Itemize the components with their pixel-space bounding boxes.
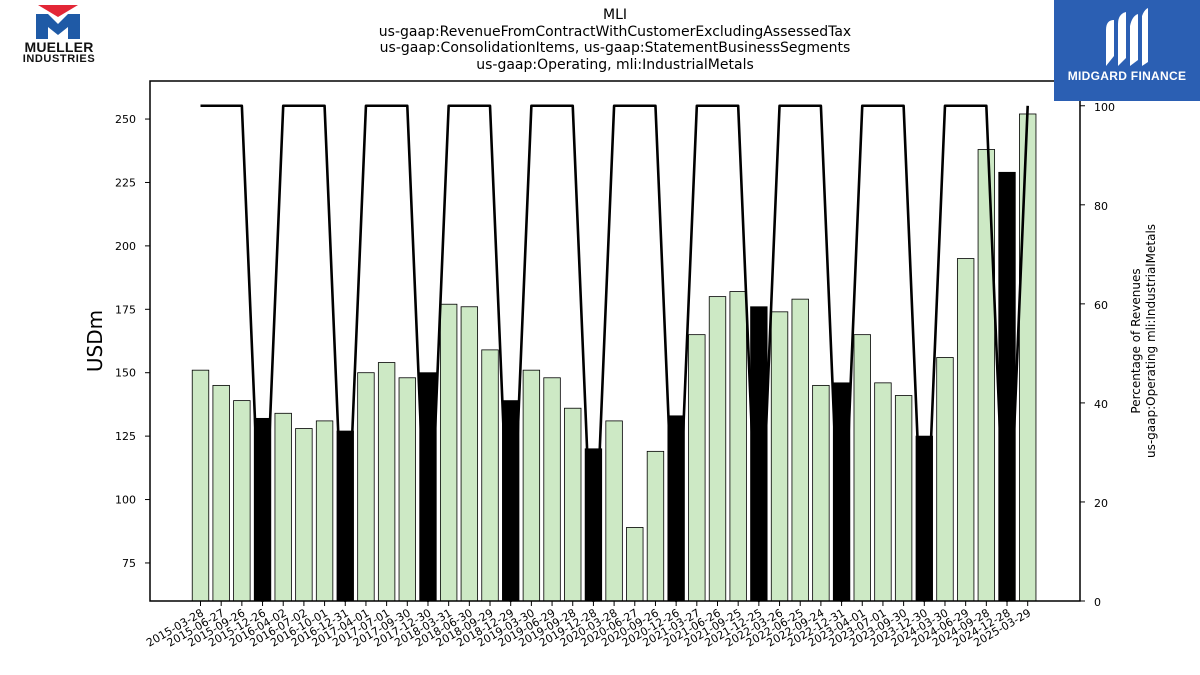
- y-tick-label: 75: [122, 557, 136, 570]
- bar-2015-03-28: [191, 369, 210, 602]
- logo-red-chevron: [38, 5, 78, 17]
- bar-2017-09-30: [398, 377, 416, 602]
- plot-frame: [149, 80, 1081, 602]
- y-tick-label: 100: [115, 494, 136, 507]
- midgard-finance-logo: MIDGARD FINANCE: [1054, 0, 1200, 101]
- company-name-line2: INDUSTRIES: [22, 53, 96, 65]
- title-line-2: us-gaap:RevenueFromContractWithCustomerE…: [378, 23, 852, 40]
- bar-2017-07-01: [377, 362, 396, 602]
- y2-tick-label: 0: [1094, 596, 1101, 609]
- logo-blue-m: [36, 14, 80, 39]
- right-axis-ticks: 0 20 40 60 80 100: [1080, 101, 1115, 609]
- y2-tick-label: 20: [1094, 497, 1108, 510]
- y-tick-label: 125: [115, 430, 136, 443]
- midgard-mark-icon: [1106, 8, 1148, 66]
- title-line-1: MLI: [602, 7, 627, 23]
- y-tick-label: 250: [115, 113, 136, 126]
- x-axis-ticks: 2015-03-282015-06-272015-09-262015-12-26…: [144, 601, 1033, 650]
- y-tick-label: 225: [115, 176, 136, 189]
- bar-2022-03-26: [770, 311, 789, 602]
- bar-2018-09-29: [481, 349, 499, 602]
- bar-2022-06-25: [791, 298, 809, 602]
- title-line-3: us-gaap:ConsolidationItems, us-gaap:Stat…: [379, 40, 851, 56]
- bar-2020-09-26: [646, 450, 665, 602]
- bar-2019-03-30: [522, 369, 541, 602]
- bar-2016-07-02: [295, 428, 313, 602]
- y-axis-label: USDm: [83, 310, 107, 372]
- y-tick-label: 175: [115, 303, 136, 316]
- bar-2024-03-30: [936, 357, 954, 602]
- y2-tick-label: 40: [1094, 398, 1108, 411]
- bar-2024-06-29: [956, 258, 975, 602]
- bar-2021-06-26: [708, 296, 727, 602]
- bar-2018-06-30: [460, 306, 479, 602]
- bar-2015-09-26: [233, 400, 251, 602]
- y2-tick-label: 80: [1094, 200, 1108, 213]
- y-tick-label: 200: [115, 240, 136, 253]
- y-tick-label: 150: [115, 367, 136, 380]
- mueller-logo: MUELLER INDUSTRIES: [18, 5, 100, 67]
- bar-2023-09-30: [894, 395, 913, 602]
- left-axis-ticks: 75 100 125 150 175 200 225 250: [115, 113, 150, 570]
- bar-2023-04-01: [853, 334, 871, 602]
- bar-2017-04-01: [357, 372, 375, 602]
- bar-2022-09-24: [812, 384, 830, 602]
- bar-2018-03-31: [439, 303, 458, 602]
- bar-2021-03-27: [688, 334, 706, 602]
- bar-2021-09-25: [729, 291, 747, 602]
- company-name-line1: MUELLER: [24, 39, 94, 55]
- percentage-line: [200, 104, 1029, 603]
- bar-2019-06-29: [543, 377, 561, 602]
- bar-2015-06-27: [212, 384, 230, 602]
- bar-2016-10-01: [315, 420, 334, 602]
- y2-axis-label-line-1: Percentage of Revenues: [1129, 268, 1143, 413]
- bar-2025-03-29: [1019, 113, 1037, 602]
- brand-name: MIDGARD FINANCE: [1067, 69, 1187, 83]
- chart-title: MLI us-gaap:RevenueFromContractWithCusto…: [315, 7, 915, 73]
- bar-2023-07-01: [874, 382, 892, 602]
- y2-tick-label: 60: [1094, 299, 1108, 312]
- bar-series: [191, 113, 1037, 602]
- bar-2019-09-28: [564, 407, 582, 602]
- y2-axis-label-line-2: us-gaap:Operating mli:IndustrialMetals: [1144, 224, 1158, 458]
- mueller-m-logo-icon: [36, 5, 80, 39]
- bar-2020-06-27: [626, 527, 644, 602]
- bar-2020-03-28: [605, 420, 623, 602]
- bar-2016-04-02: [274, 412, 292, 602]
- y2-tick-label: 100: [1094, 101, 1115, 114]
- bar-2024-12-28: [998, 171, 1016, 602]
- title-line-4: us-gaap:Operating, mli:IndustrialMetals: [476, 56, 754, 73]
